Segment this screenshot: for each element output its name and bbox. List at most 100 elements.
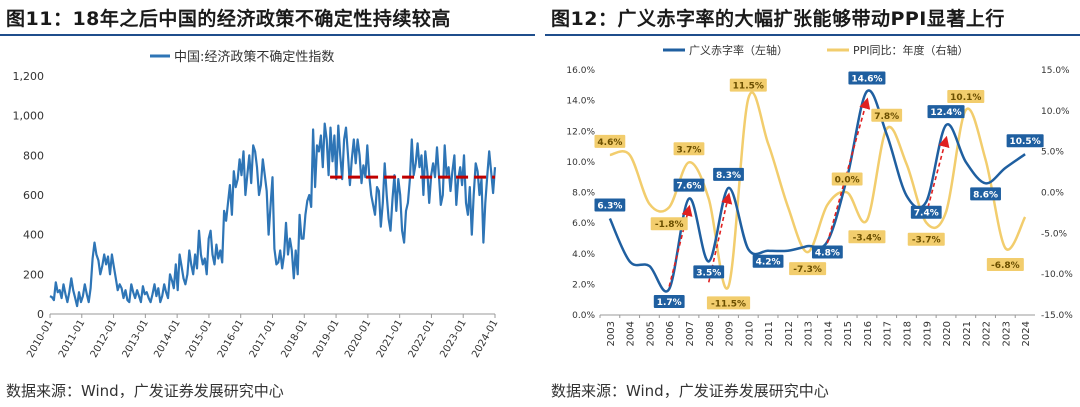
x-tick-label: 2023 [1001, 321, 1012, 346]
data-label-box [927, 105, 965, 119]
data-label: 8.3% [713, 167, 744, 181]
legend-label: PPI同比：年度（右轴） [853, 43, 969, 57]
data-label-text: 4.8% [815, 249, 840, 259]
x-tick-label: 2016-01 [216, 318, 246, 360]
data-label-text: -1.8% [655, 220, 684, 230]
chart-title: 图11：18年之后中国的经济政策不确定性持续较高 [6, 8, 451, 30]
data-label-text: 4.2% [756, 258, 781, 268]
data-label-text: 10.5% [1009, 137, 1040, 147]
x-tick-label: 2010-01 [25, 318, 55, 360]
data-label-box [907, 232, 945, 246]
x-tick-label: 2012 [784, 321, 795, 346]
data-label: -6.8% [986, 258, 1024, 272]
right-y-tick-label: -5.0% [1041, 229, 1068, 239]
data-label-box [594, 198, 626, 212]
x-tick-label: 2024 [1021, 321, 1032, 346]
data-label: 12.4% [927, 105, 965, 119]
data-label-box [653, 294, 685, 308]
right-y-tick-label: 0.0% [1041, 189, 1064, 199]
trend-arrow [925, 135, 950, 215]
data-label-text: 7.8% [874, 112, 899, 122]
data-label-text: 8.3% [716, 171, 741, 181]
right-y-tick-label: -10.0% [1041, 270, 1073, 280]
x-tick-label: 2012-01 [89, 318, 119, 360]
left-y-tick-label: 0.0% [572, 311, 595, 321]
right-y-tick-label: 10.0% [1041, 107, 1070, 117]
source-note: 数据来源：Wind，广发证券发展研究中心 [6, 382, 284, 400]
data-label-box [673, 142, 705, 156]
data-label-text: 6.3% [597, 202, 622, 212]
x-tick-label: 2022-01 [407, 318, 437, 360]
data-label-box [729, 78, 767, 92]
data-label-box [594, 134, 626, 148]
data-label-text: 7.4% [914, 209, 939, 219]
data-label-text: -3.4% [853, 233, 882, 243]
data-label-text: -3.7% [912, 236, 941, 246]
x-tick-label: 2005 [645, 321, 656, 346]
legend-label: 中国:经济政策不确定性指数 [174, 49, 334, 65]
data-label: 3.7% [673, 142, 705, 156]
data-label-box [789, 262, 827, 276]
data-label: 0.0% [831, 172, 863, 186]
data-label-text: -6.8% [991, 261, 1020, 271]
data-label-text: 10.1% [950, 93, 981, 103]
x-tick-label: 2024-01 [470, 318, 500, 360]
data-label-text: 7.6% [676, 182, 701, 192]
y-tick-label: 1,200 [13, 70, 45, 83]
data-label-box [713, 167, 744, 181]
data-label-text: 1.7% [657, 298, 682, 308]
x-tick-label: 2014-01 [152, 318, 182, 360]
x-tick-label: 2022 [982, 321, 993, 346]
data-label: 7.4% [910, 205, 942, 219]
right-chart: 0.0% 2.0% 4.0% 6.0% 8.0% 10.0% 12.0% 14.0% 16.0%… [566, 43, 1073, 346]
y-tick-label: 0 [37, 308, 44, 321]
x-tick-label: 2013 [804, 321, 815, 346]
x-tick-label: 2011-01 [57, 318, 87, 360]
data-label: -3.4% [848, 230, 886, 244]
left-y-tick-label: 16.0% [566, 66, 595, 76]
data-label-text: 8.6% [973, 190, 998, 200]
data-label-text: 12.4% [930, 108, 961, 118]
x-tick-label: 2010 [744, 321, 755, 346]
y-tick-label: 400 [23, 229, 44, 242]
source-note: 数据来源：Wind，广发证券发展研究中心 [551, 382, 829, 400]
data-label: -1.8% [650, 217, 688, 231]
x-tick-label: 2017 [883, 321, 894, 346]
data-label-box [871, 108, 903, 122]
data-label: 1.7% [653, 294, 685, 308]
data-label-box [970, 187, 1001, 201]
right-y-tick-label: -15.0% [1041, 311, 1073, 321]
data-label: 8.6% [970, 187, 1001, 201]
title-divider [0, 34, 535, 36]
x-tick-label: 2021 [962, 321, 973, 346]
data-label: 10.5% [1006, 134, 1044, 148]
data-label: 4.2% [752, 254, 784, 268]
legend-label: 广义赤字率（左轴） [689, 43, 788, 57]
legend: 中国:经济政策不确定性指数 [150, 49, 334, 65]
x-tick-label: 2009 [725, 321, 736, 346]
right-chart-panel: 图12：广义赤字率的大幅扩张能够带动PPI显著上行 0.0% 2.0% 4.0% 6.… [545, 0, 1080, 407]
left-y-tick-label: 12.0% [566, 127, 595, 137]
title-divider [545, 34, 1080, 36]
data-label-box [986, 258, 1024, 272]
trend-arrow [826, 97, 871, 244]
right-y-tick-label: 5.0% [1041, 148, 1064, 158]
data-label-box [673, 178, 705, 192]
data-label: 14.6% [848, 71, 886, 85]
data-label-box [650, 217, 688, 231]
x-tick-label: 2014 [823, 321, 834, 346]
y-tick-label: 600 [23, 189, 44, 202]
data-label: 7.6% [673, 178, 705, 192]
data-label-text: -7.3% [793, 265, 822, 275]
y-tick-label: 1,000 [13, 110, 45, 123]
data-label-box [1006, 134, 1044, 148]
data-label: 6.3% [594, 198, 626, 212]
data-label: 4.8% [811, 245, 843, 259]
x-tick-label: 2015-01 [184, 318, 214, 360]
data-label-text: 3.5% [696, 268, 721, 278]
data-label-box [706, 296, 751, 310]
x-tick-label: 2011 [764, 321, 775, 346]
data-label: -11.5% [706, 296, 751, 310]
x-tick-label: 2019-01 [311, 318, 341, 360]
data-label-text: 11.5% [733, 82, 764, 92]
